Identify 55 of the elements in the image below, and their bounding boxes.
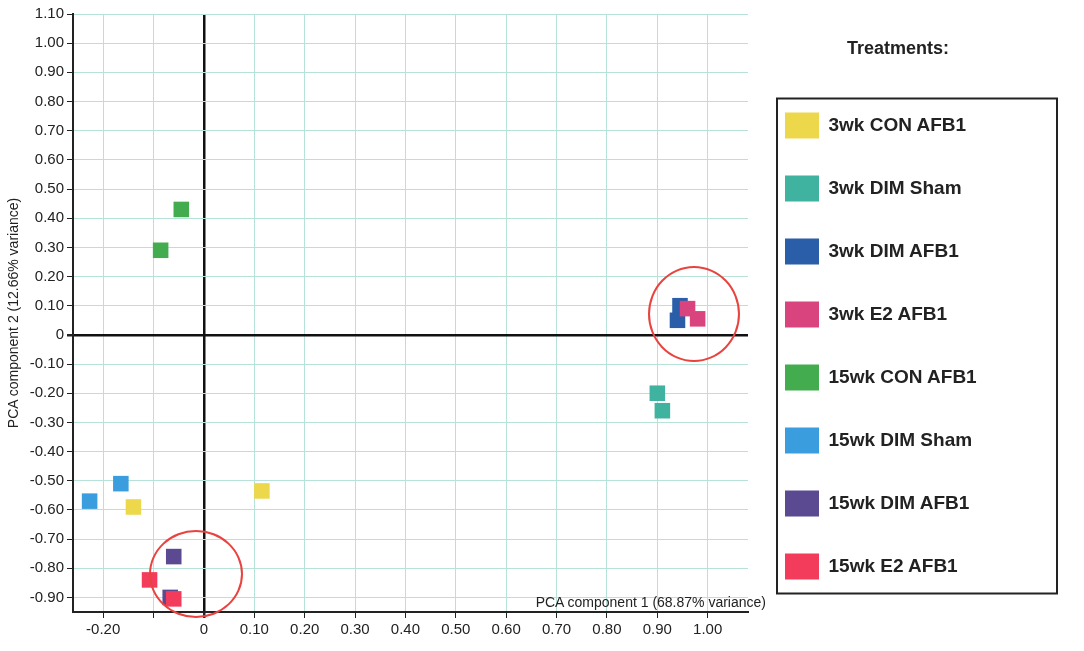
point <box>165 548 182 565</box>
legend-label: 15wk E2 AFB1 <box>828 554 959 576</box>
legend-label: 3wk E2 AFB1 <box>828 302 948 324</box>
point <box>113 475 129 492</box>
legend-label: 3wk DIM Sham <box>828 176 962 198</box>
y-tick-label: -0.90 <box>29 587 64 605</box>
point <box>654 402 671 419</box>
x-tick-label: 0.10 <box>239 620 269 638</box>
x-axis-title: PCA component 1 (68.87% variance) <box>535 593 766 610</box>
x-tick-label: 0.20 <box>290 620 320 638</box>
y-tick-label: 0.60 <box>34 149 64 167</box>
x-tick-label: 0.50 <box>441 620 471 638</box>
x-tick-label: -0.20 <box>86 620 121 638</box>
y-tick-label: 0.30 <box>34 237 64 255</box>
y-tick-label: -0.50 <box>29 470 64 488</box>
point <box>152 242 169 259</box>
x-tick-label: 0.60 <box>491 620 521 638</box>
y-tick-label: 1.00 <box>34 33 64 51</box>
legend-label: 3wk DIM AFB1 <box>828 239 960 261</box>
x-tick-label: 0.40 <box>390 620 421 638</box>
x-tick-label: 0.90 <box>642 620 672 638</box>
y-tick-label: -0.60 <box>29 500 64 518</box>
y-tick-label: -0.20 <box>29 383 64 401</box>
y-tick-label: -0.70 <box>29 529 64 547</box>
y-tick-label: 0.20 <box>34 266 64 284</box>
point <box>254 483 270 499</box>
y-tick-label: 0.10 <box>34 295 64 313</box>
legend-label: 3wk CON AFB1 <box>828 113 967 135</box>
y-tick-label: -0.30 <box>29 412 64 430</box>
y-tick-label: 1.10 <box>34 4 64 22</box>
y-tick-label: 0.70 <box>34 120 64 138</box>
y-tick-label: 0.90 <box>34 62 64 80</box>
y-tick-label: 0 <box>55 325 64 343</box>
x-tick-label: 1.00 <box>693 620 723 638</box>
y-tick-label: 0.80 <box>34 91 64 109</box>
y-tick-label: -0.10 <box>29 354 64 372</box>
point <box>165 591 182 607</box>
legend-label: 15wk DIM Sham <box>828 428 973 450</box>
x-tick-label: 0.80 <box>592 620 622 638</box>
legend-label: 15wk DIM AFB1 <box>828 491 970 513</box>
y-tick-label: -0.80 <box>29 558 64 576</box>
x-tick-label: 0 <box>199 620 209 638</box>
point <box>689 311 706 327</box>
x-tick-label: 0.70 <box>541 620 572 638</box>
legend-title: Treatments: <box>846 37 950 58</box>
x-tick-label: 0.30 <box>340 620 370 638</box>
point <box>81 493 98 509</box>
point <box>173 201 190 218</box>
point <box>649 385 666 401</box>
legend-label: 15wk CON AFB1 <box>828 365 978 387</box>
y-tick-label: -0.40 <box>29 441 64 459</box>
y-tick-label: 0.40 <box>34 208 64 226</box>
point <box>125 499 142 515</box>
y-tick-label: 0.50 <box>34 179 64 197</box>
y-axis-title: PCA component 2 (12.66% variance) <box>5 197 22 429</box>
